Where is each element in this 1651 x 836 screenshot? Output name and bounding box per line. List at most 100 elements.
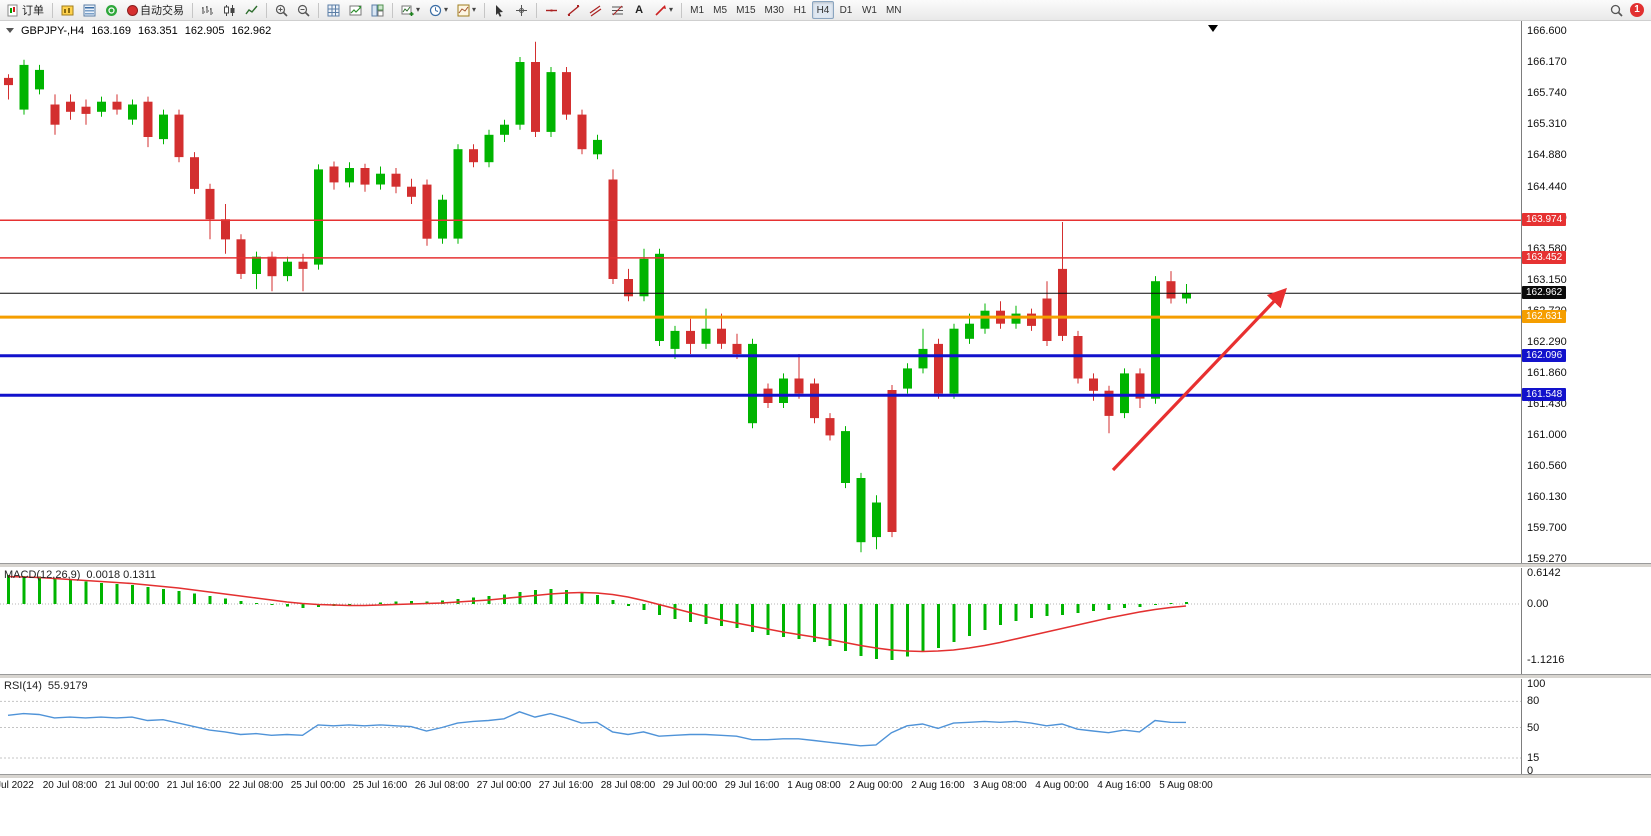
search-button[interactable] [1606,1,1627,19]
candle-body [252,256,261,274]
candle-body [81,106,91,114]
auto-trading-status-icon [127,4,138,16]
market-watch-button[interactable] [79,1,100,19]
channel-tool-button[interactable] [585,1,606,19]
time-axis-label: 3 Aug 08:00 [973,780,1027,791]
macd-axis-label: 0.00 [1527,598,1549,610]
price-badge: 163.452 [1522,251,1567,264]
rsi-title: RSI(14) [4,680,42,692]
time-axis-label: 25 Jul 00:00 [290,780,346,791]
new-order-button[interactable]: 订单 [3,1,48,19]
toolbar-separator [52,2,53,18]
time-axis[interactable] [0,777,1651,796]
candle-body [50,104,60,125]
timeframe-h1-button[interactable]: H1 [789,1,811,19]
macd-canvas[interactable] [0,566,1521,674]
market-watch-icon [83,4,96,16]
toolbar-separator [392,2,393,18]
time-axis-label: 20 Jul 2022 [0,780,34,791]
rsi-canvas[interactable] [0,677,1521,774]
candlestick-chart-type-button[interactable] [219,1,240,19]
candle-body [174,114,184,158]
zoom-out-button[interactable] [293,1,314,19]
candle-body [841,431,850,483]
text-tool-label: A [635,4,644,16]
timeframe-m15-button[interactable]: M15 [732,1,759,19]
time-axis-label: 21 Jul 00:00 [104,780,160,791]
price-axis-label: 164.440 [1527,181,1567,193]
timeframe-d1-button[interactable]: D1 [835,1,857,19]
tile-windows-icon [371,4,384,16]
zoom-in-button[interactable] [271,1,292,19]
candle-body [376,173,385,185]
line-chart-type-button[interactable] [241,1,262,19]
trend-arrow-annotation[interactable] [1111,287,1287,472]
candle-body [1135,373,1145,399]
auto-trading-button[interactable]: 自动交易 [123,1,188,19]
mql5-community-button[interactable] [101,1,122,19]
periods-button[interactable]: ▾ [425,1,452,19]
candle-body [872,502,881,538]
candle-body [391,173,401,187]
fibonacci-tool-button[interactable] [607,1,628,19]
candle-body [732,343,742,354]
toolbar-separator [484,2,486,18]
timeframe-h4-button[interactable]: H4 [811,1,834,19]
rsi-value: 55.9179 [47,680,88,692]
time-axis-label: 4 Aug 16:00 [1097,780,1151,791]
symbol-marker-icon [6,28,14,33]
arrows-tool-button[interactable]: ▾ [650,1,677,19]
arrow-tool-icon [655,4,667,16]
candle-body [577,114,587,150]
candle-body [810,383,819,419]
fibonacci-icon [612,5,624,15]
tile-windows-button[interactable] [367,1,388,19]
candlestick-chart-icon [224,4,235,16]
new-chart-button[interactable]: ▾ [397,1,424,19]
timeframe-m1-button[interactable]: M1 [686,1,708,19]
price-axis-label: 163.150 [1527,274,1567,286]
auto-scroll-button[interactable] [323,1,344,19]
candle-body [593,139,602,155]
panel-separator[interactable] [0,563,1651,568]
crosshair-tool-button[interactable] [511,1,532,19]
rsi-axis-label: 0 [1527,765,1534,777]
candle-body [360,168,370,185]
price-axis-label: 159.700 [1527,522,1567,534]
price-badge: 162.962 [1522,286,1567,299]
rsi-axis-label: 50 [1527,722,1540,734]
notification-badge[interactable]: 1 [1630,3,1644,17]
timeframe-w1-button[interactable]: W1 [858,1,881,19]
candle-body [128,104,137,120]
candle-body [469,149,478,163]
candle-body [1073,336,1083,379]
candle-body [717,328,726,344]
timeframe-m30-button[interactable]: M30 [761,1,788,19]
panel-separator[interactable] [0,674,1651,679]
text-tool-button[interactable]: A [629,1,649,19]
toolbar-separator [266,2,267,18]
cursor-tool-button[interactable] [489,1,510,19]
cursor-icon [496,4,504,17]
timeframe-mn-button[interactable]: MN [882,1,906,19]
bar-chart-type-button[interactable] [197,1,218,19]
templates-icon [457,4,470,16]
horizontal-line-tool-button[interactable] [541,1,562,19]
price-axis-label: 159.270 [1527,553,1567,565]
time-axis-label: 2 Aug 16:00 [911,780,965,791]
trendline-tool-button[interactable] [563,1,584,19]
time-axis-label: 25 Jul 16:00 [352,780,408,791]
charts-window-button[interactable] [57,1,78,19]
candle-body [531,62,540,132]
time-axis-label: 1 Aug 08:00 [787,780,841,791]
bar-chart-icon [202,5,213,15]
candle-body [887,390,897,532]
main-chart-canvas[interactable] [0,20,1521,563]
templates-button[interactable]: ▾ [453,1,480,19]
toolbar-separator [192,2,193,18]
panel-separator[interactable] [0,774,1651,779]
time-axis-label: 29 Jul 00:00 [662,780,718,791]
timeframe-m5-button[interactable]: M5 [709,1,731,19]
candle-body [670,330,680,349]
chart-shift-button[interactable] [345,1,366,19]
